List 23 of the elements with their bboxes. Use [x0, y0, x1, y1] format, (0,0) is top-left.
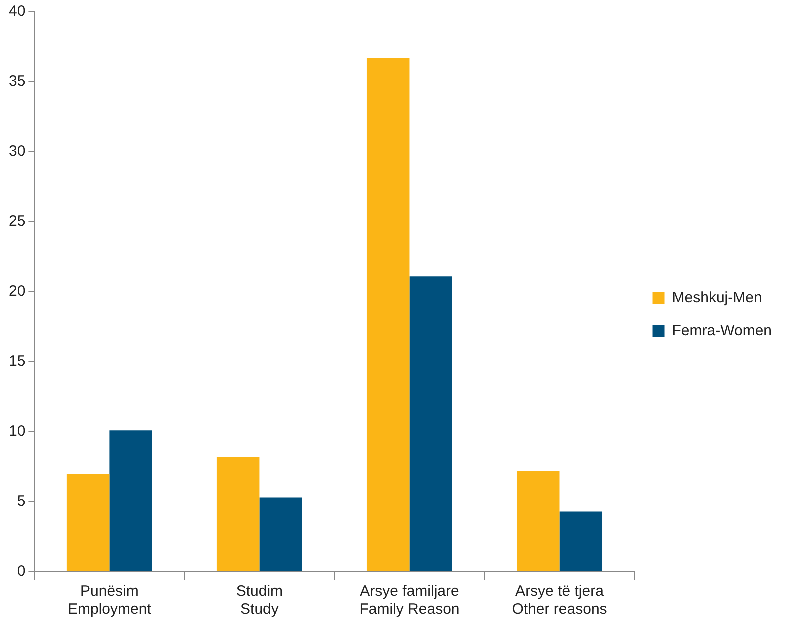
y-tick-label: 5 [17, 493, 26, 510]
legend-label: Meshkuj-Men [672, 290, 762, 307]
x-tick-label: Arsye familjare Family Reason [360, 583, 460, 618]
legend-label: Femra-Women [672, 322, 772, 340]
bar [366, 58, 410, 572]
y-tick-label: 35 [8, 73, 26, 90]
bar [66, 474, 110, 572]
x-tick-label: Arsye të tjera Other reasons [512, 583, 608, 618]
bar [216, 457, 260, 572]
bar [410, 276, 452, 572]
bar [560, 512, 603, 572]
bar [260, 498, 302, 572]
y-tick-label: 10 [8, 423, 26, 440]
x-tick-label: Studim Study [236, 583, 284, 618]
x-tick-label: Punësim Employment [68, 583, 152, 618]
y-tick-label: 25 [8, 213, 26, 230]
y-tick-label: 40 [8, 3, 26, 20]
y-tick-label: 30 [8, 143, 26, 160]
y-tick-label: 15 [8, 353, 26, 370]
y-tick-label: 20 [8, 283, 26, 300]
y-tick-label: 0 [17, 563, 26, 580]
bar [516, 471, 560, 572]
bar [110, 430, 152, 572]
